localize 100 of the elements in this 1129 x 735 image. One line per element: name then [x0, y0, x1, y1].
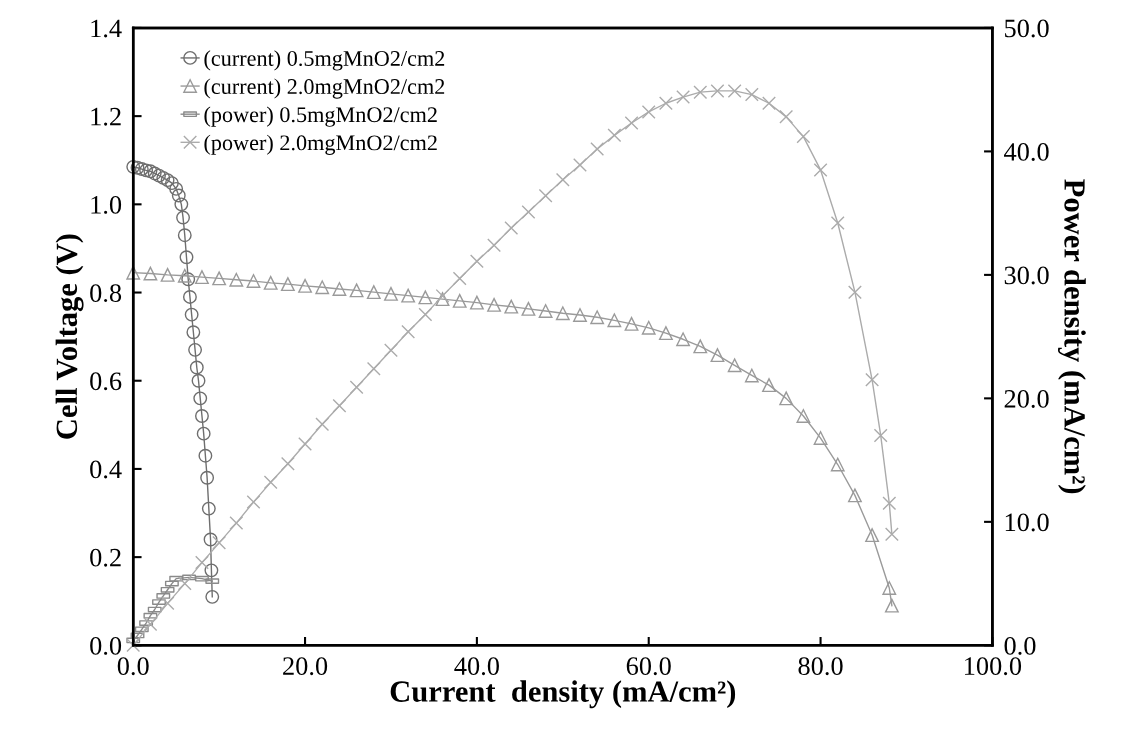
legend-label: (current) 2.0mgMnO2/cm2 [204, 78, 445, 99]
point [179, 250, 194, 265]
point [169, 181, 184, 196]
point [193, 391, 208, 406]
point [521, 301, 536, 316]
point [171, 188, 186, 203]
point [196, 426, 211, 441]
point [779, 391, 794, 406]
point [156, 170, 171, 185]
point [744, 368, 759, 383]
point [882, 496, 897, 511]
x-tick-label: 80.0 [798, 657, 843, 676]
point [504, 221, 519, 235]
x-tick-label: 100.0 [965, 657, 1022, 676]
point [177, 228, 192, 243]
point [174, 197, 189, 212]
x-tick-label: 0.0 [117, 657, 149, 676]
x-axis-title: Current density (mA/cm²) [390, 680, 736, 709]
point [204, 563, 219, 578]
point [246, 274, 261, 289]
point [349, 380, 364, 395]
point [641, 104, 656, 119]
point [315, 280, 330, 295]
y-tick-label: 1.0 [91, 195, 122, 214]
point [160, 173, 175, 188]
point [195, 409, 209, 423]
point [573, 308, 587, 322]
point [298, 278, 313, 293]
point [693, 339, 708, 354]
point [418, 307, 433, 322]
point [298, 437, 313, 452]
point [195, 555, 209, 570]
point [384, 286, 398, 301]
point [401, 324, 416, 339]
point [865, 528, 880, 543]
point [873, 428, 888, 443]
x-tick-label: 60.0 [626, 657, 671, 676]
point [847, 285, 862, 300]
point [607, 128, 622, 143]
point [280, 277, 295, 292]
point [555, 172, 570, 187]
y2-tick-label: 0.0 [1004, 636, 1036, 655]
point [796, 129, 811, 144]
point [177, 268, 192, 283]
point [186, 325, 201, 340]
x-tick-label: 40.0 [454, 657, 499, 676]
point [200, 470, 215, 485]
point [762, 96, 776, 111]
point [418, 290, 433, 305]
point [847, 488, 862, 503]
point [624, 116, 639, 130]
legend-label: (power) 2.0mgMnO2/cm2 [204, 134, 437, 155]
y-tick-label: 0.4 [90, 460, 122, 479]
point [164, 176, 179, 191]
point [366, 361, 381, 376]
y2-axis-title: Power density (mA/cm²) [1058, 179, 1086, 494]
point [212, 271, 227, 286]
point [727, 83, 742, 98]
point [573, 158, 587, 172]
point [435, 292, 450, 307]
point [134, 162, 149, 176]
y-tick-label: 1.2 [91, 107, 121, 126]
point [139, 163, 154, 178]
point [198, 448, 213, 463]
point [762, 378, 776, 393]
point [555, 306, 570, 321]
point [469, 295, 484, 310]
point [884, 527, 899, 542]
point [203, 532, 218, 547]
point [191, 373, 206, 388]
point [830, 457, 845, 472]
y2-tick-label: 20.0 [1004, 389, 1049, 408]
point [401, 288, 416, 303]
point [469, 254, 484, 269]
y2-tick-label: 40.0 [1004, 143, 1049, 161]
point [152, 168, 166, 183]
point [130, 160, 145, 175]
point [147, 166, 162, 181]
point [882, 581, 897, 595]
point [865, 372, 880, 387]
point [487, 297, 502, 312]
point [349, 283, 364, 298]
point [246, 495, 261, 510]
point [607, 313, 622, 328]
point [676, 332, 691, 347]
point [332, 282, 347, 296]
legend-label: (power) 0.5mgMnO2/cm2 [204, 106, 437, 127]
point [727, 358, 742, 373]
y-tick-label: 0.0 [90, 636, 122, 655]
point [710, 83, 725, 98]
point [184, 307, 199, 322]
point [884, 598, 899, 613]
point [710, 348, 725, 363]
point [521, 204, 536, 219]
legend-label: (current) 0.5mgMnO2/cm2 [204, 50, 445, 71]
point [205, 589, 220, 604]
point [126, 265, 141, 280]
point [624, 316, 639, 331]
point [280, 456, 295, 471]
point [160, 267, 175, 282]
